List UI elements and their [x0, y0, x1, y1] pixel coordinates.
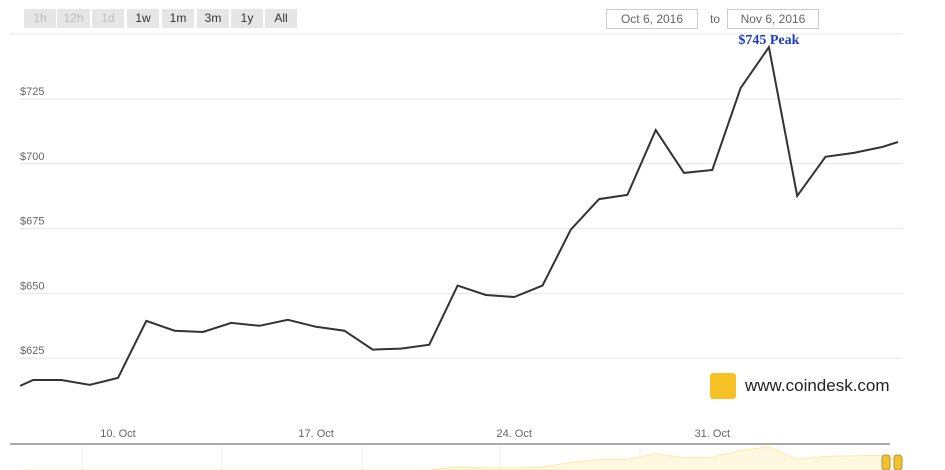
range-button-1m[interactable]: 1m [162, 9, 194, 28]
watermark: www.coindesk.com [745, 376, 890, 395]
y-tick-label: $675 [20, 216, 44, 228]
to-label: to [710, 12, 721, 26]
range-button-1h[interactable]: 1h [24, 9, 56, 28]
navigator-handle[interactable] [893, 454, 903, 470]
range-button-All[interactable]: All [265, 9, 297, 28]
y-tick-label: $700 [20, 151, 44, 163]
y-tick-label: $725 [20, 86, 44, 98]
peak-annotation: $745 Peak [738, 33, 799, 48]
date-to-input[interactable]: Nov 6, 2016 [727, 9, 819, 29]
x-tick-label: 10. Oct [100, 428, 135, 440]
range-button-1w[interactable]: 1w [127, 9, 159, 28]
range-button-1d[interactable]: 1d [92, 9, 124, 28]
price-line [19, 44, 899, 387]
coindesk-logo-icon [710, 373, 736, 399]
date-from-input[interactable]: Oct 6, 2016 [606, 9, 698, 29]
y-tick-label: $650 [20, 280, 44, 292]
navigator-handle[interactable] [881, 454, 891, 470]
range-button-1y[interactable]: 1y [231, 9, 263, 28]
y-tick-label: $625 [20, 345, 44, 357]
x-tick-label: 17. Oct [298, 428, 333, 440]
navigator-area [20, 446, 899, 470]
x-tick-label: 24. Oct [496, 428, 531, 440]
range-button-12h[interactable]: 12h [57, 9, 90, 28]
x-tick-label: 31. Oct [695, 428, 730, 440]
range-button-3m[interactable]: 3m [197, 9, 229, 28]
